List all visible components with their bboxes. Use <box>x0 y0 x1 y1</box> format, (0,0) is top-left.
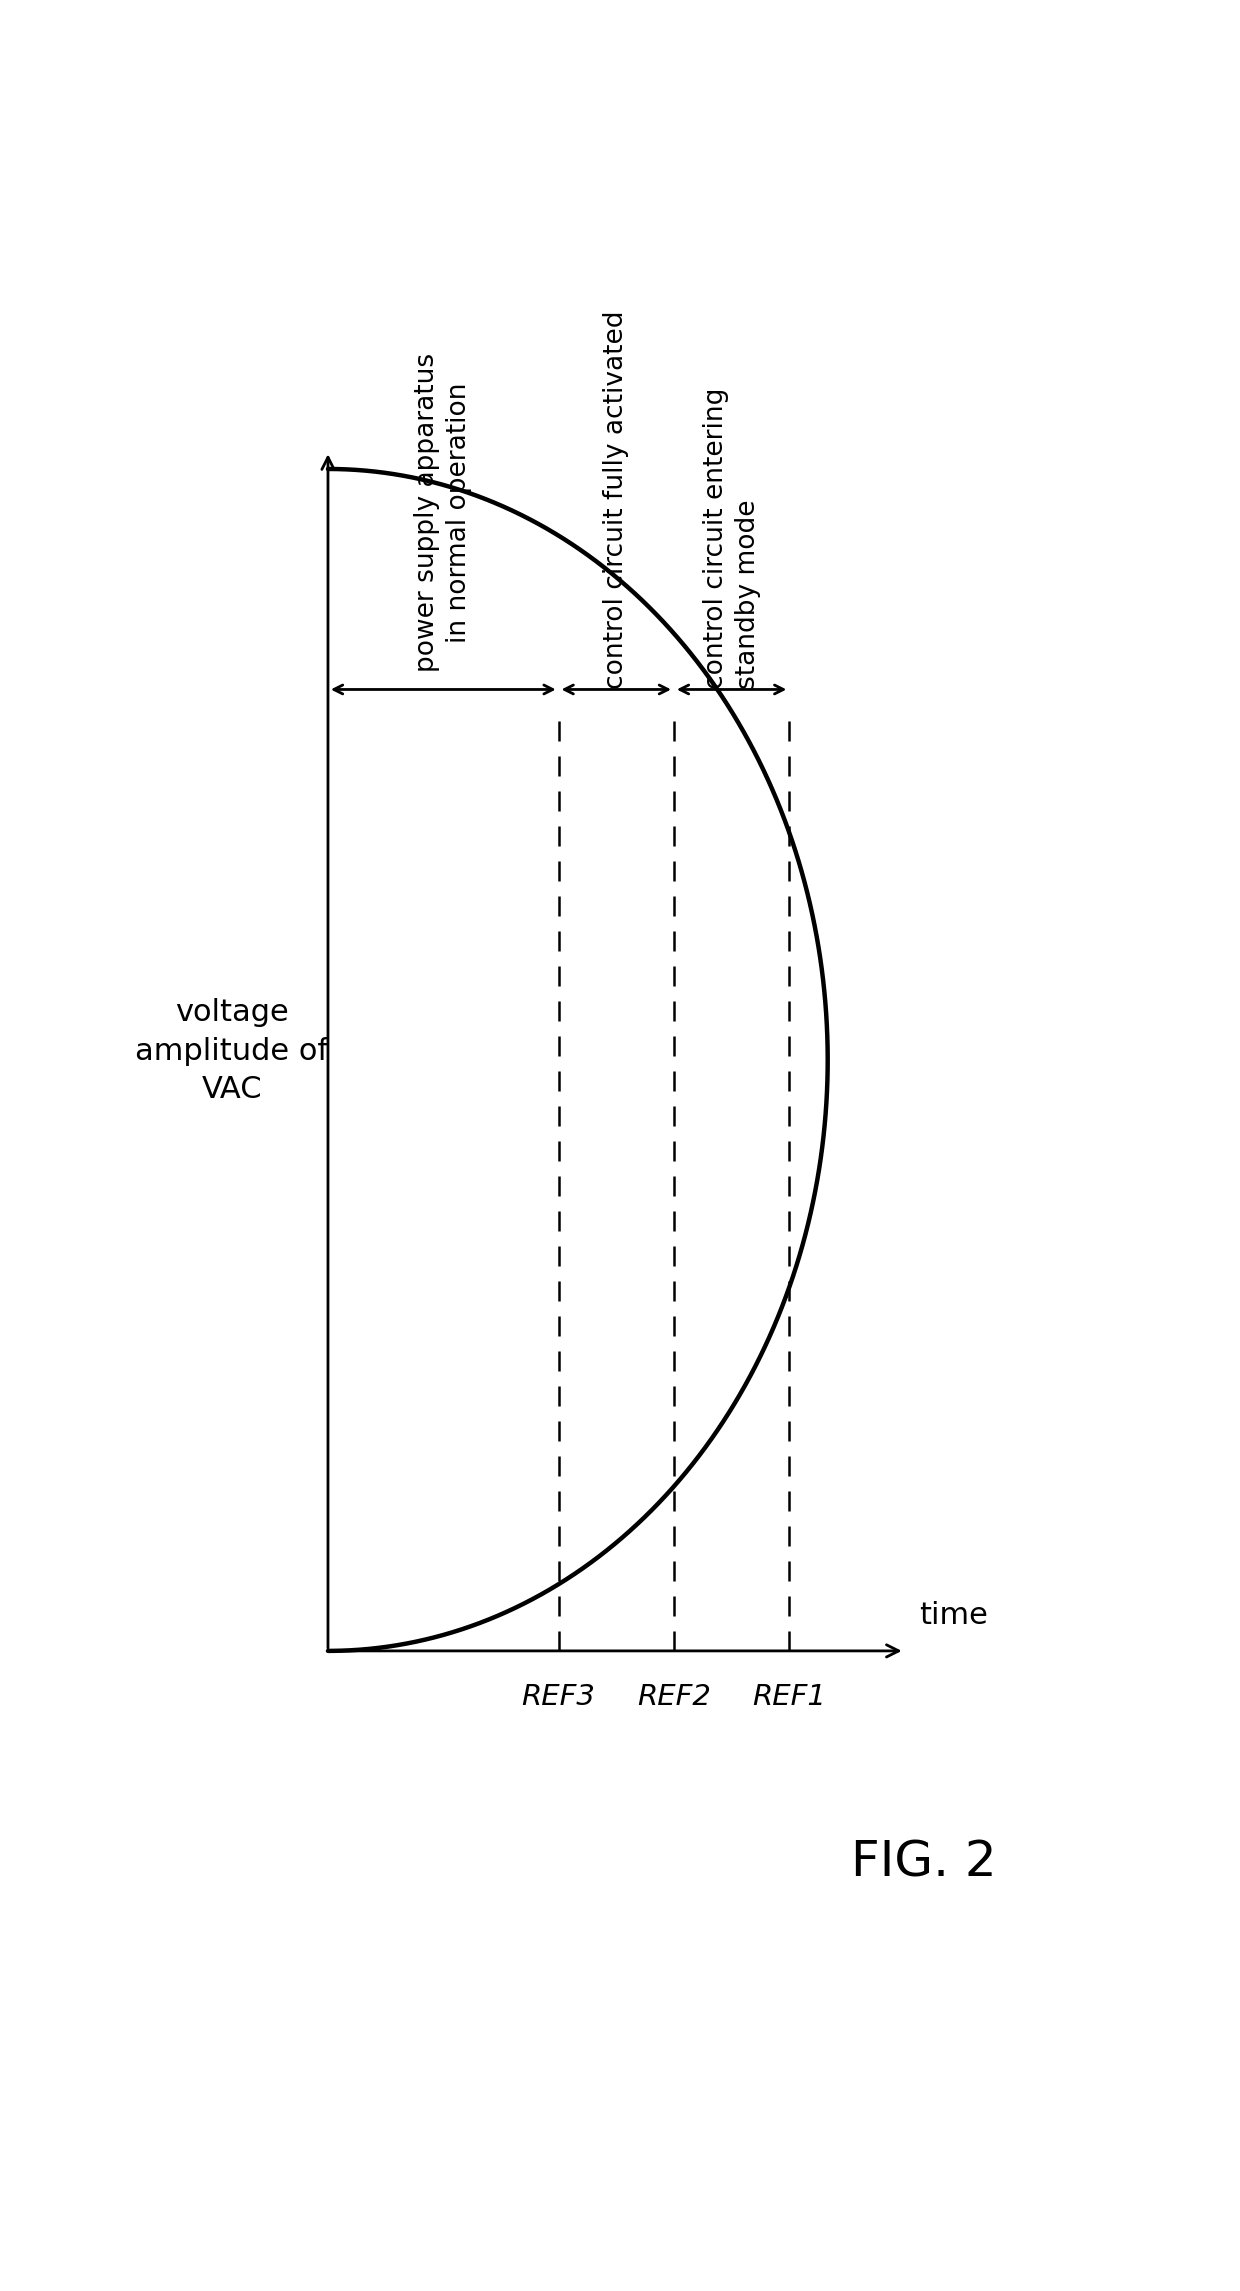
Text: REF2: REF2 <box>637 1682 711 1711</box>
Text: power supply apparatus
in normal operation: power supply apparatus in normal operati… <box>414 353 472 671</box>
Text: control circuit entering
standby mode: control circuit entering standby mode <box>703 387 760 690</box>
Text: control circuit fully activated: control circuit fully activated <box>604 312 629 690</box>
Text: FIG. 2: FIG. 2 <box>851 1840 997 1885</box>
Text: voltage
amplitude of
VAC: voltage amplitude of VAC <box>135 999 329 1104</box>
Text: REF1: REF1 <box>753 1682 826 1711</box>
Text: time: time <box>919 1601 988 1629</box>
Text: REF3: REF3 <box>522 1682 595 1711</box>
